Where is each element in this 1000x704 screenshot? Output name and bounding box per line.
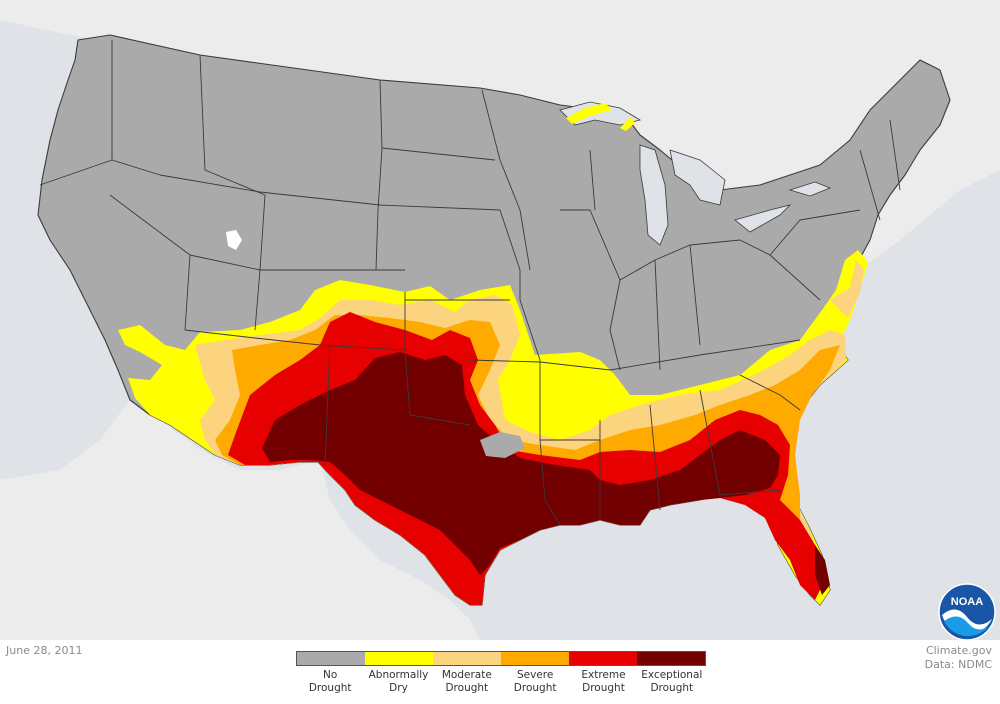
noaa-logo-text: NOAA xyxy=(951,596,983,608)
drought-abnormally-dry-mi xyxy=(566,103,612,124)
lake-erie xyxy=(734,204,792,233)
legend-label-line1: No xyxy=(323,669,338,681)
legend-swatch xyxy=(637,652,705,665)
great-salt-lake xyxy=(226,230,242,250)
state-boundaries xyxy=(39,40,901,526)
legend-label-line2: Drought xyxy=(445,682,489,694)
legend-swatch xyxy=(569,652,637,665)
legend-label-line2: Dry xyxy=(389,682,408,694)
legend-swatches xyxy=(296,651,706,666)
legend-swatch xyxy=(365,652,433,665)
mexico-land xyxy=(0,400,480,640)
credit-block: Climate.gov Data: NDMC xyxy=(925,644,992,672)
legend-swatch xyxy=(433,652,501,665)
legend-label: Moderate Drought xyxy=(433,669,501,695)
drought-map xyxy=(0,0,1000,640)
legend: No Drought Abnormally Dry Moderate Drought Sev… xyxy=(296,651,706,695)
legend-label-line1: Moderate xyxy=(441,669,492,681)
legend-label-line2: Drought xyxy=(650,682,694,694)
legend-label-line1: Extreme xyxy=(581,669,626,681)
drought-exceptional xyxy=(262,352,780,575)
credit-data: Data: NDMC xyxy=(924,658,992,671)
map-date: June 28, 2011 xyxy=(6,644,83,657)
legend-label: Extreme Drought xyxy=(569,669,637,695)
legend-label-line1: Abnormally xyxy=(368,669,429,681)
legend-label-line2: Drought xyxy=(513,682,557,694)
drought-map-svg xyxy=(0,0,1000,640)
legend-swatch xyxy=(297,652,365,665)
legend-labels: No Drought Abnormally Dry Moderate Drought Sev… xyxy=(296,669,706,695)
drought-moderate-nc xyxy=(830,260,864,318)
legend-label: Severe Drought xyxy=(501,669,569,695)
lake-michigan xyxy=(639,144,669,246)
legend-label-line2: Drought xyxy=(582,682,625,694)
legend-swatch xyxy=(501,652,569,665)
drought-abnormally-dry-up xyxy=(620,117,635,131)
legend-label-line1: Exceptional xyxy=(641,669,703,681)
legend-label-line1: Severe xyxy=(516,669,554,681)
legend-label: Abnormally Dry xyxy=(364,669,432,695)
legend-label: Exceptional Drought xyxy=(638,669,706,695)
noaa-logo: NOAA xyxy=(938,583,996,641)
lake-ontario xyxy=(788,181,832,197)
lake-huron xyxy=(669,149,726,206)
no-drought-ok-pocket xyxy=(480,432,525,458)
legend-label: No Drought xyxy=(296,669,364,695)
drought-exceptional-fl xyxy=(815,545,830,595)
legend-label-line2: Drought xyxy=(308,682,352,694)
credit-source: Climate.gov xyxy=(925,644,992,657)
